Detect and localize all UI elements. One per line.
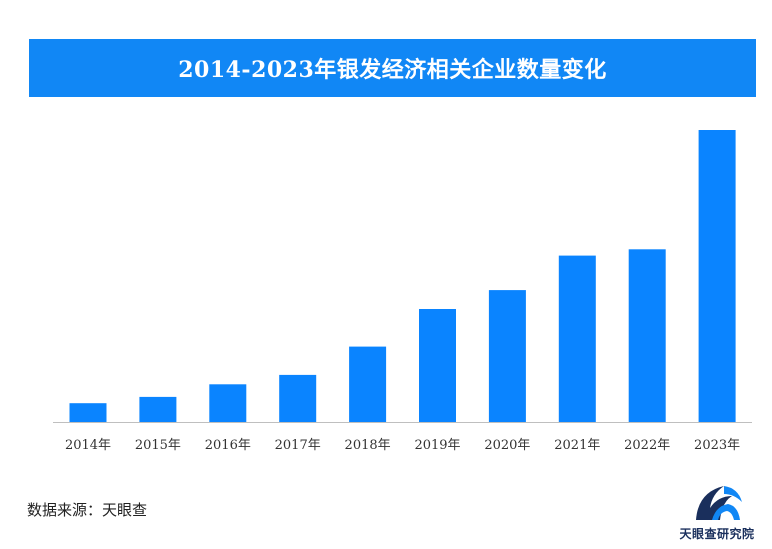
brand-logo: 天眼查研究院 bbox=[672, 480, 762, 542]
x-tick-label: 2023年 bbox=[694, 438, 740, 453]
logo-text: 天眼查研究院 bbox=[679, 527, 755, 541]
x-tick-label: 2020年 bbox=[484, 438, 530, 453]
bar-2015年 bbox=[139, 396, 177, 422]
tianyancha-logo-icon bbox=[696, 486, 742, 520]
x-tick-label: 2016年 bbox=[205, 438, 251, 453]
data-source: 数据来源：天眼查 bbox=[27, 501, 148, 519]
bar-2017年 bbox=[279, 374, 317, 422]
x-tick-labels: 2014年 2015年 2016年 2017年 2018年 2019年 2020年 2021年… bbox=[65, 438, 740, 453]
bars-group bbox=[69, 130, 736, 422]
bar-2014年 bbox=[69, 403, 107, 422]
bar-2022年 bbox=[628, 249, 666, 422]
x-tick-label: 2021年 bbox=[554, 438, 600, 453]
bar-2023年 bbox=[698, 130, 736, 422]
bar-2021年 bbox=[558, 255, 596, 422]
x-tick-label: 2019年 bbox=[414, 438, 460, 453]
chart-title: 2014-2023年银发经济相关企业数量变化 bbox=[29, 39, 756, 97]
bar-2018年 bbox=[349, 346, 387, 422]
bar-2016年 bbox=[209, 384, 247, 422]
bar-2020年 bbox=[488, 290, 526, 422]
x-tick-label: 2018年 bbox=[345, 438, 391, 453]
x-tick-label: 2014年 bbox=[65, 438, 111, 453]
x-tick-label: 2015年 bbox=[135, 438, 181, 453]
bar-2019年 bbox=[419, 309, 456, 422]
x-tick-label: 2017年 bbox=[275, 438, 321, 453]
x-tick-label: 2022年 bbox=[624, 438, 670, 453]
